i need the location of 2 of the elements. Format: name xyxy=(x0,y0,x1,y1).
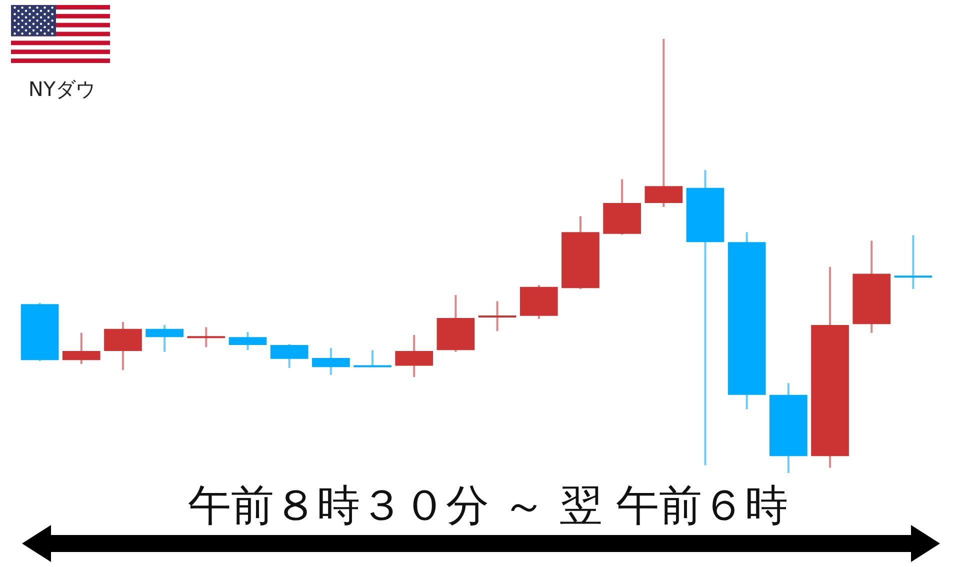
x-axis-title: 午前８時３０分 ～ 翌 午前６時 xyxy=(186,480,789,532)
text: NYダウ xyxy=(27,76,97,102)
